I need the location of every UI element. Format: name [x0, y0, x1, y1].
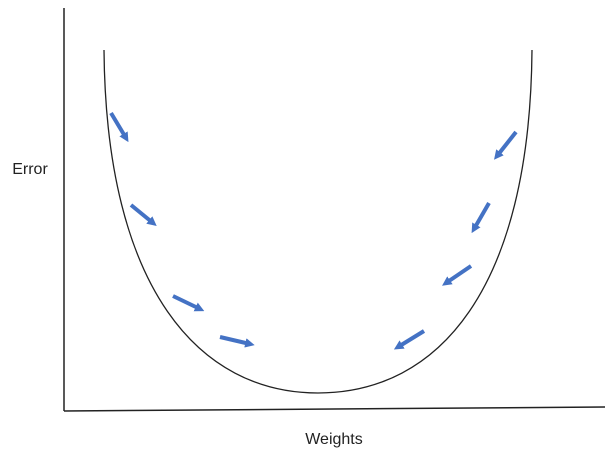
arrow — [494, 130, 518, 160]
error-curve — [103, 49, 533, 394]
arrow — [109, 111, 129, 143]
arrow — [219, 335, 255, 348]
x-axis — [63, 406, 605, 412]
arrow — [172, 294, 205, 312]
arrow — [393, 329, 426, 350]
x-axis-label: Weights — [305, 431, 363, 448]
arrow — [471, 202, 491, 234]
arrow — [129, 203, 157, 227]
y-axis-label: Error — [12, 161, 48, 178]
arrow — [442, 264, 473, 286]
gradient-arrows — [109, 111, 518, 350]
